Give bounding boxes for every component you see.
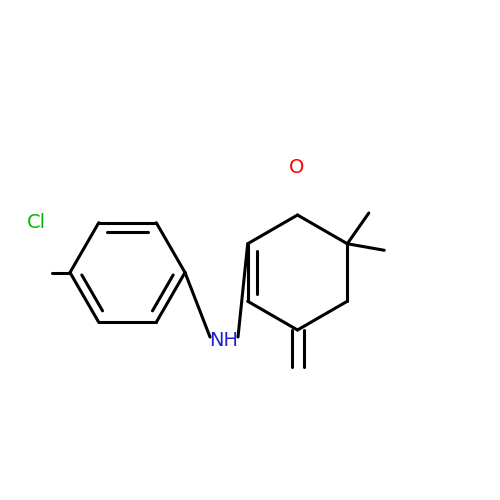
Text: O: O: [290, 158, 304, 177]
Text: Cl: Cl: [26, 213, 46, 232]
Text: NH: NH: [210, 332, 238, 350]
